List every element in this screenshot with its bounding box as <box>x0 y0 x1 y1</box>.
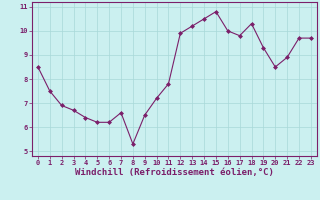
X-axis label: Windchill (Refroidissement éolien,°C): Windchill (Refroidissement éolien,°C) <box>75 168 274 177</box>
